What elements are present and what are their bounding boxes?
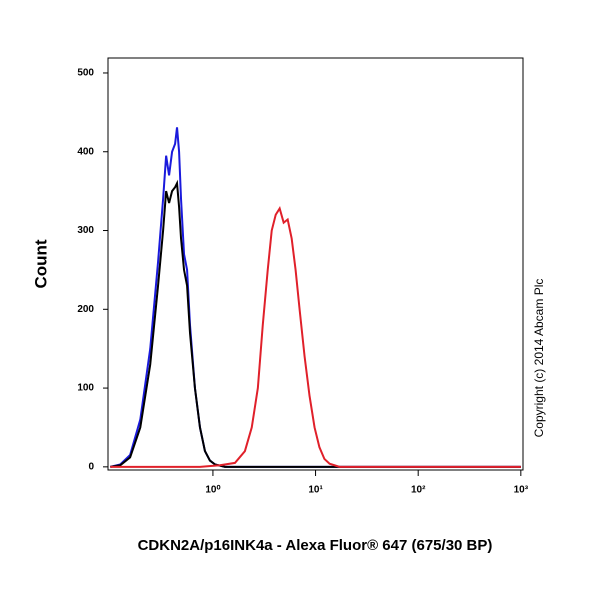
histogram-line (110, 179, 521, 468)
y-tick-label: 300 (77, 225, 94, 236)
y-tick-label: 200 (77, 304, 94, 315)
x-tick-label: 10³ (514, 485, 529, 496)
x-tick-label: 10² (411, 485, 426, 496)
y-axis-label: Count (31, 239, 50, 288)
histogram-line (110, 206, 521, 468)
copyright: Copyright (c) 2014 Abcam Plc (532, 279, 546, 438)
x-tick-label: 10¹ (308, 485, 323, 496)
y-tick-label: 400 (77, 146, 94, 157)
plot-frame (107, 57, 524, 471)
x-axis-label: CDKN2A/p16INK4a - Alexa Fluor® 647 (675/… (138, 537, 493, 554)
y-tick-label: 500 (77, 68, 94, 79)
y-tick-label: 100 (77, 383, 94, 394)
y-tick-label: 0 (88, 461, 94, 472)
x-tick-label: 10⁰ (205, 485, 220, 496)
histogram-line (110, 127, 521, 468)
